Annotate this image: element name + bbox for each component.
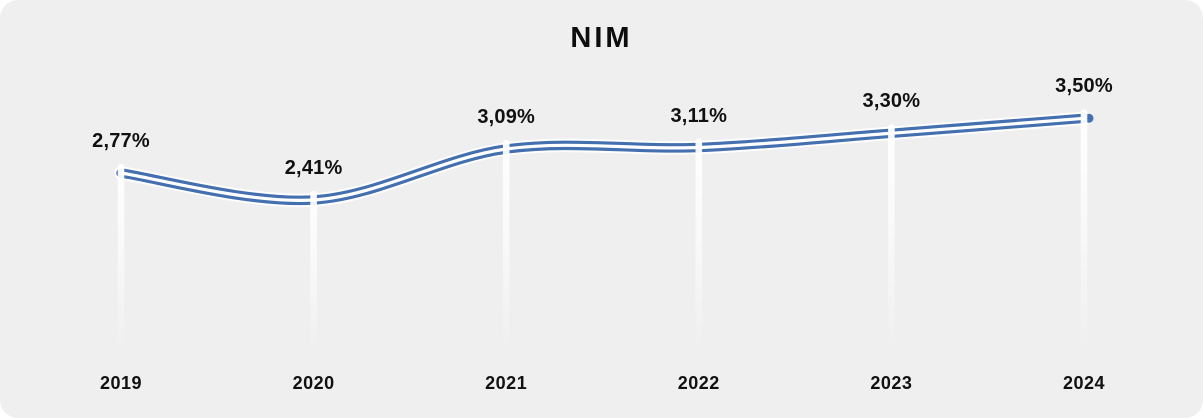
axis-label-2019: 2019 — [99, 373, 143, 393]
chart-title: NIM — [570, 22, 633, 54]
data-label-2021: 3,09% — [477, 106, 536, 128]
drop-line — [1080, 109, 1088, 353]
data-label-2020: 2,41% — [284, 157, 343, 179]
axis-label-2021: 2021 — [485, 373, 528, 393]
axis-label-2024: 2024 — [1062, 373, 1106, 393]
drop-line — [695, 138, 703, 352]
axis-label-2022: 2022 — [677, 373, 720, 393]
data-label-2023: 3,30% — [862, 90, 921, 113]
data-label-2024: 3,50% — [1055, 75, 1113, 98]
drop-line — [502, 140, 510, 352]
data-label-2022: 3,11% — [670, 104, 728, 127]
drop-line — [310, 191, 317, 352]
series-line-inner-gap — [119, 116, 1086, 203]
axis-label-2020: 2020 — [292, 373, 335, 393]
data-label-2019: 2,77% — [92, 130, 150, 152]
drop-line — [888, 124, 895, 352]
axis-label-2023: 2023 — [870, 373, 913, 393]
drop-line — [117, 164, 125, 352]
